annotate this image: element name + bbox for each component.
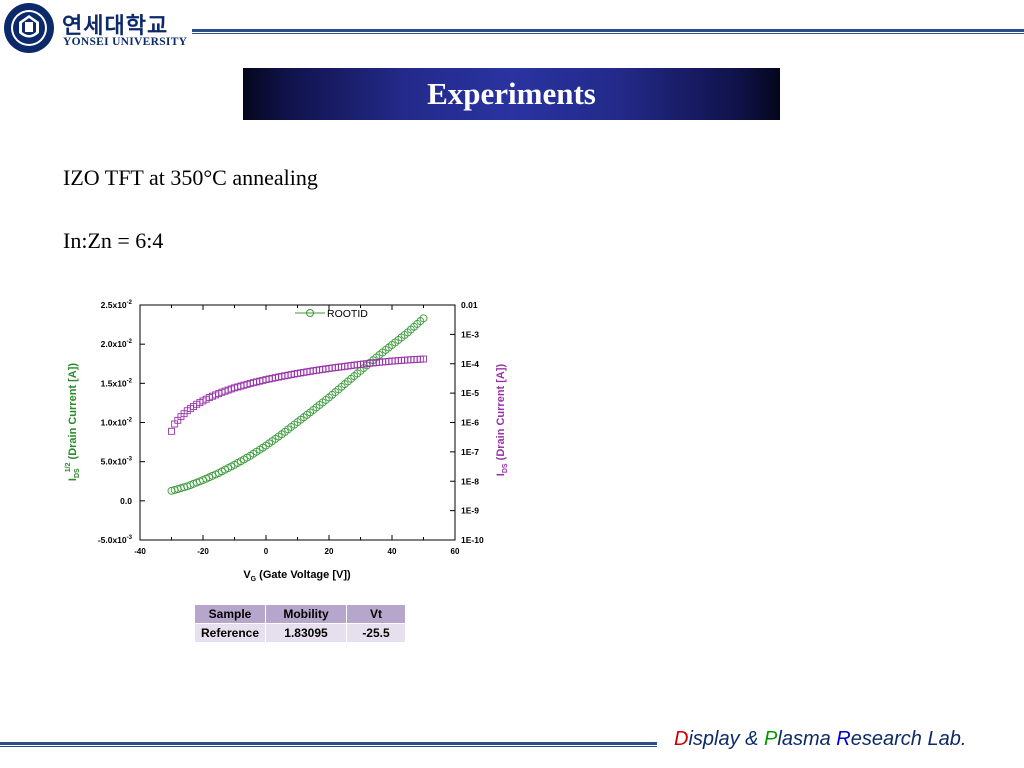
table-header-row: Sample Mobility Vt xyxy=(194,604,406,624)
logo-english-text: YONSEI UNIVERSITY xyxy=(63,36,188,48)
table-row: Reference 1.83095 -25.5 xyxy=(194,623,406,643)
y-left-tick-label: -5.0x10-3 xyxy=(98,535,133,545)
y-right-tick-label: 1E-9 xyxy=(461,506,479,516)
legend-marker xyxy=(306,309,314,317)
lab-name-lasma: lasma xyxy=(777,728,837,750)
y-left-tick-label: 1.5x10-2 xyxy=(101,378,133,388)
y-axis-label-right: IDS (Drain Current [A]) xyxy=(495,363,509,476)
lab-name-r: R xyxy=(836,728,851,750)
y-right-tick-label: 1E-3 xyxy=(461,329,479,339)
header-sample: Sample xyxy=(194,604,266,624)
chart-legend: ROOTID xyxy=(295,308,368,320)
footer-divider xyxy=(0,742,657,747)
y-right-tick-label: 1E-10 xyxy=(461,535,484,545)
y-right-tick-label: 1E-6 xyxy=(461,418,479,428)
x-tick-label: -40 xyxy=(134,547,146,556)
y-right-tick-label: 1E-4 xyxy=(461,359,479,369)
x-tick-label: 0 xyxy=(264,547,269,556)
header-vt: Vt xyxy=(346,604,406,624)
y-right-tick-label: 1E-7 xyxy=(461,447,479,457)
cell-vt: -25.5 xyxy=(346,623,406,643)
lab-name-esearch: esearch Lab. xyxy=(850,728,967,750)
cell-sample: Reference xyxy=(194,623,266,643)
y-right-tick-label: 1E-8 xyxy=(461,476,479,486)
slide-title: Experiments xyxy=(427,76,596,111)
data-point-ids-log xyxy=(420,355,427,363)
data-point-ids-log xyxy=(168,427,175,435)
x-tick-label: 20 xyxy=(325,547,334,556)
y-right-tick-label: 0.01 xyxy=(461,300,478,310)
results-table: Sample Mobility Vt Reference 1.83095 -25… xyxy=(194,604,406,643)
y-left-tick-label: 2.5x10-2 xyxy=(101,300,133,310)
data-point-sqrt-ids xyxy=(419,314,428,323)
lab-name-isplay: isplay & xyxy=(688,728,765,750)
x-axis-label: VG (Gate Voltage [V]) xyxy=(243,569,351,583)
legend-label: ROOTID xyxy=(327,308,368,320)
y-left-tick-label: 5.0x10-3 xyxy=(101,457,133,467)
y-left-tick-label: 0.0 xyxy=(120,496,132,506)
y-left-tick-label: 1.0x10-2 xyxy=(101,418,133,428)
sample-description: IZO TFT at 350°C annealing xyxy=(63,165,318,190)
x-tick-label: 40 xyxy=(388,547,397,556)
lab-name-p: P xyxy=(764,728,778,750)
lab-name: Display & Plasma Research Lab. xyxy=(674,728,966,751)
y-axis-label-left: IDS1/2 (Drain Current [A]) xyxy=(65,363,81,481)
y-left-tick-label: 2.0x10-2 xyxy=(101,339,133,349)
header-mobility: Mobility xyxy=(265,604,347,624)
y-right-tick-label: 1E-5 xyxy=(461,388,479,398)
lab-name-d: D xyxy=(674,728,689,750)
x-tick-label: -20 xyxy=(197,547,209,556)
yonsei-university-seal-icon xyxy=(4,3,54,53)
slide-title-bar: Experiments xyxy=(243,68,780,120)
composition-ratio: In:Zn = 6:4 xyxy=(63,228,164,253)
cell-mobility: 1.83095 xyxy=(265,623,347,643)
transfer-curve-chart: -40 -20 0 20 40 60 2.5x10-2 2.0x10-2 1.5x10-2 1.0… xyxy=(65,300,509,583)
header-divider xyxy=(192,29,1024,34)
logo-korean-text: 연세대학교 xyxy=(62,14,169,39)
x-tick-label: 60 xyxy=(451,547,460,556)
